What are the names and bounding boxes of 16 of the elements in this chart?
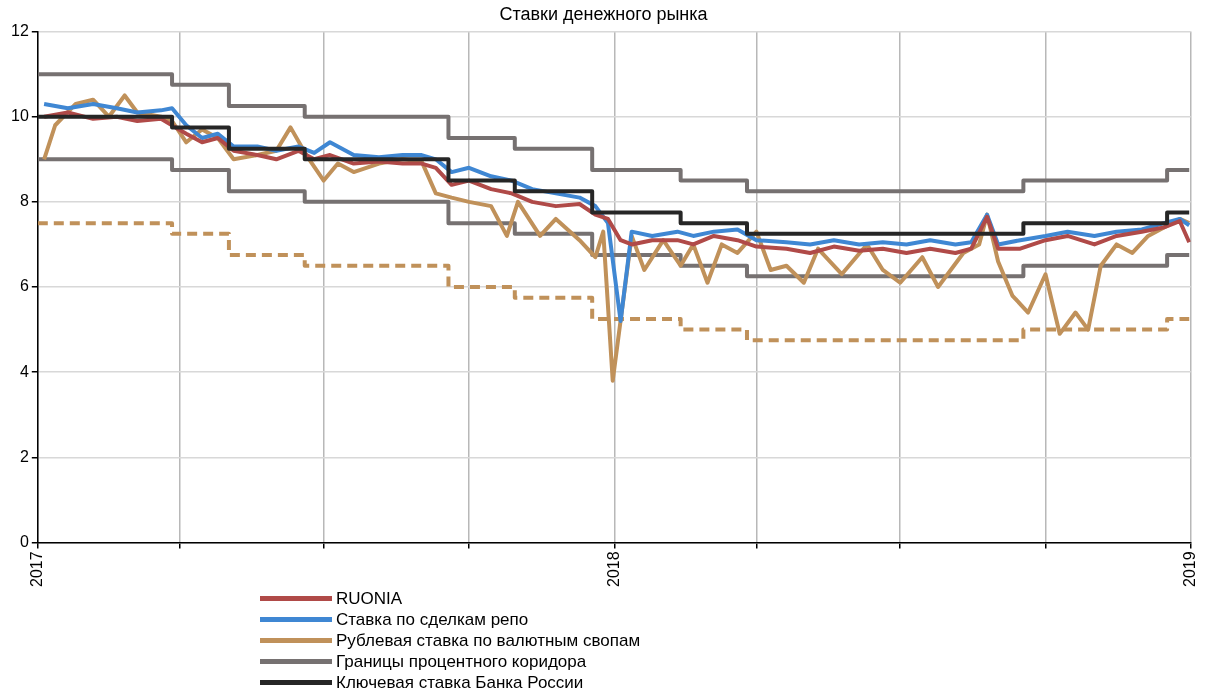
y-tick-label: 2	[19, 447, 29, 465]
legend-label: Рублевая ставка по валютным свопам	[336, 630, 641, 651]
legend-label: Ключевая ставка Банка России	[336, 672, 584, 693]
y-tick-label: 12	[11, 22, 29, 40]
chart-title: Ставки денежного рынка	[499, 3, 709, 24]
y-tick-label: 10	[11, 107, 29, 125]
legend-label: Границы процентного коридора	[336, 651, 587, 672]
x-tick-label: 2019	[1181, 551, 1199, 587]
y-tick-label: 8	[19, 192, 29, 210]
legend-label: RUONIA	[336, 588, 403, 609]
y-tick-label: 4	[19, 362, 29, 380]
x-tick-label: 2018	[604, 551, 622, 587]
legend-label: Ставка по сделкам репо	[336, 609, 529, 630]
x-tick-label: 2017	[28, 551, 46, 587]
y-tick-label: 0	[19, 532, 29, 550]
y-tick-label: 6	[19, 277, 29, 295]
